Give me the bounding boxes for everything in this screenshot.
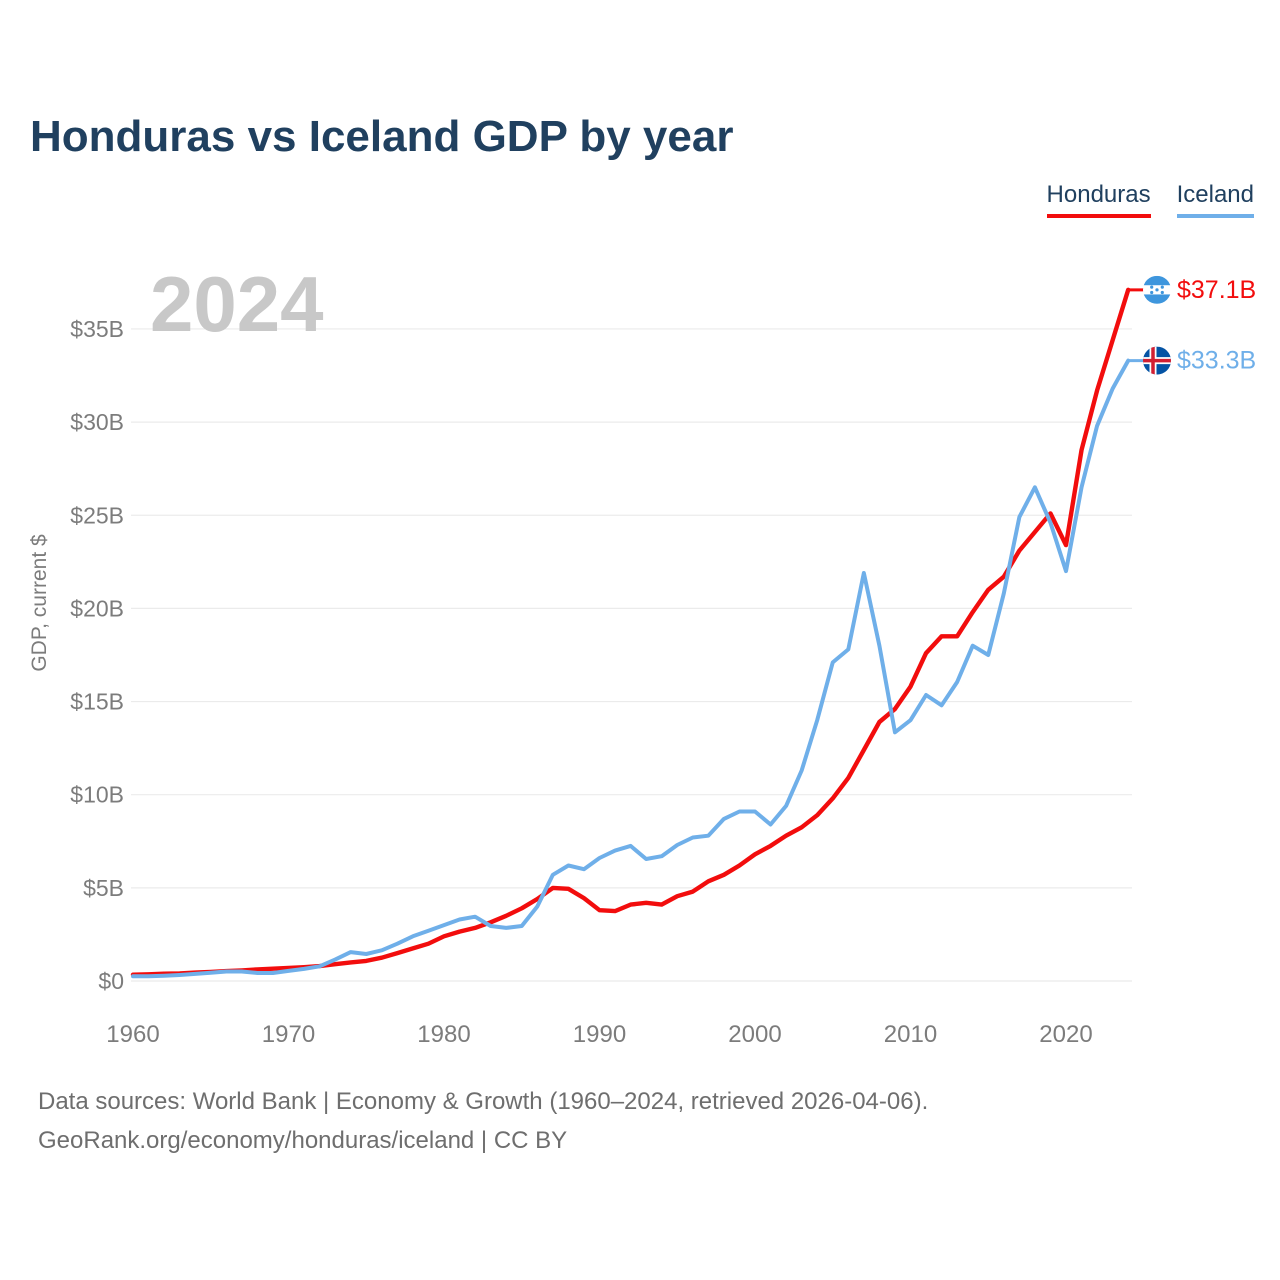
y-tick-label: $25B: [70, 502, 124, 528]
iceland-end-value-label: $33.3B: [1177, 347, 1256, 375]
gridlines: [131, 328, 1132, 982]
y-tick-label: $15B: [70, 689, 124, 715]
footer-attribution-line: GeoRank.org/economy/honduras/iceland | C…: [38, 1127, 568, 1154]
iceland-flag-icon: [1143, 346, 1171, 375]
x-tick-label: 1970: [262, 1021, 315, 1048]
y-axis-title: GDP, current $: [28, 534, 51, 672]
x-tick-label: 1980: [417, 1021, 470, 1048]
x-axis-labels: 1960 1970 1980 1990 2000 2010 2020: [106, 1021, 1092, 1048]
data-lines: [130, 287, 1131, 979]
footer: Data sources: World Bank | Economy & Gro…: [38, 1082, 928, 1160]
y-tick-label: $5B: [83, 875, 124, 901]
end-connectors: [1128, 288, 1147, 363]
y-tick-label: $35B: [70, 316, 124, 342]
legend-item-iceland[interactable]: Iceland: [1176, 181, 1254, 218]
series-line-iceland[interactable]: [131, 358, 1131, 979]
legend: Honduras Iceland: [1046, 181, 1254, 218]
y-tick-label: $10B: [70, 782, 124, 808]
x-tick-label: 1990: [573, 1021, 626, 1048]
y-tick-label: $30B: [70, 409, 124, 435]
series-line-honduras[interactable]: [130, 287, 1131, 977]
x-tick-label: 2010: [884, 1021, 937, 1048]
y-tick-label: $0: [98, 968, 124, 994]
y-tick-label: $20B: [70, 595, 124, 621]
honduras-flag-icon: [1143, 275, 1171, 304]
footer-sources-line: Data sources: World Bank | Economy & Gro…: [38, 1088, 929, 1115]
legend-item-honduras[interactable]: Honduras: [1046, 181, 1151, 218]
watermark-year: 2024: [150, 260, 324, 348]
x-tick-label: 1960: [106, 1021, 159, 1048]
x-tick-label: 2020: [1039, 1021, 1092, 1048]
y-axis-labels: $0 $5B $10B $15B $20B $25B $30B $35B: [70, 316, 124, 994]
chart-title: Honduras vs Iceland GDP by year: [30, 112, 734, 161]
honduras-end-value-label: $37.1B: [1177, 276, 1256, 304]
x-tick-label: 2000: [728, 1021, 781, 1048]
